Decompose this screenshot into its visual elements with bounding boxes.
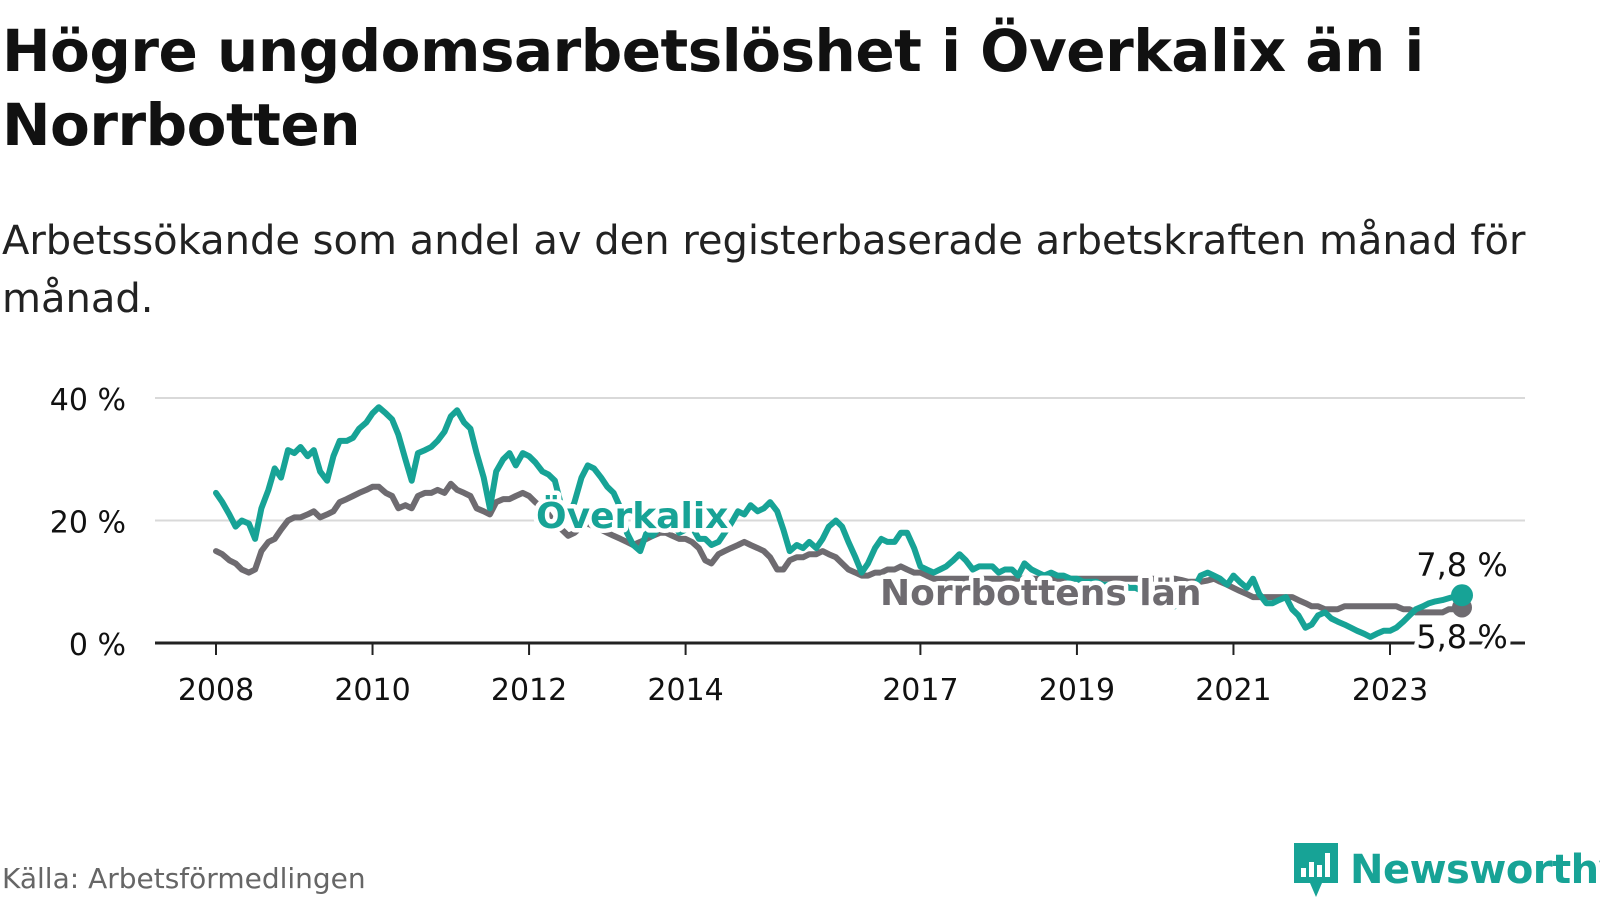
brand-name: Newsworthy <box>1350 847 1600 893</box>
brand[interactable]: Newsworthy <box>1292 838 1600 900</box>
x-tick-label: 2023 <box>1352 673 1428 708</box>
series-line-overkalix <box>213 404 1465 640</box>
source-note: Källa: Arbetsförmedlingen <box>2 862 366 895</box>
y-tick-label: 40 % <box>50 383 126 418</box>
x-tick-label: 2014 <box>647 673 723 708</box>
x-tick-label: 2021 <box>1195 673 1271 708</box>
x-tick-label: 2012 <box>491 673 567 708</box>
chart-labels: Överkalix Norrbottens län 7,8 % 5,8 % <box>532 491 1513 661</box>
chart-subtitle: Arbetssökande som andel av den registerb… <box>2 218 1526 322</box>
x-tick-label: 2008 <box>178 673 254 708</box>
series-label-norrbottens-lan: Norrbottens län <box>880 573 1202 614</box>
newsworthy-logo-icon <box>1294 843 1338 897</box>
series-line-norrbottens-lan <box>213 480 1465 616</box>
endpoint-overkalix <box>1451 584 1473 607</box>
y-tick-label: 20 % <box>50 506 126 541</box>
x-axis-ticks: 2008 2010 2012 2014 2017 2019 2021 2023 <box>178 643 1428 708</box>
x-tick-label: 2019 <box>1039 673 1115 708</box>
x-tick-label: 2017 <box>882 673 958 708</box>
y-axis-ticks: 0 % 20 % 40 % <box>50 383 126 663</box>
series-label-overkalix: Överkalix <box>536 495 728 537</box>
chart-title: Högre ungdomsarbetslöshet i Överkalix än… <box>2 17 1424 159</box>
chart-series <box>213 404 1473 640</box>
x-tick-label: 2010 <box>334 673 410 708</box>
y-tick-label: 0 % <box>69 628 126 663</box>
end-value-label-overkalix: 7,8 % <box>1416 546 1507 584</box>
end-value-label-norrbottens-lan: 5,8 % <box>1416 618 1507 656</box>
